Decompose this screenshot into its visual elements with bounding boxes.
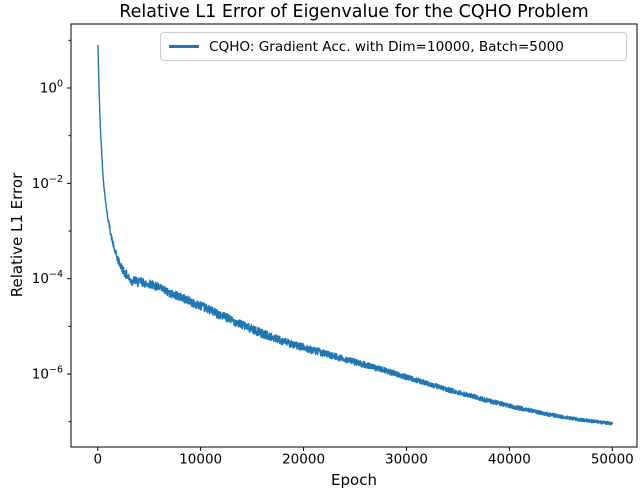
y-tick-label: 10−6 [32, 365, 63, 383]
y-tick-label: 100 [40, 79, 63, 97]
y-ticks: 100 10−2 10−4 10−6 [32, 39, 71, 423]
axes-frame [70, 23, 638, 448]
x-tick-label: 20000 [282, 452, 325, 468]
x-tick-label: 50000 [591, 452, 634, 468]
y-tick-label: 10−2 [32, 174, 63, 192]
x-tick-label: 40000 [488, 452, 531, 468]
x-axis-label: Epoch [331, 471, 377, 489]
legend-line-sample [169, 45, 199, 48]
legend-label: CQHO: Gradient Acc. with Dim=10000, Batc… [209, 38, 564, 55]
y-tick-label: 10−4 [32, 269, 63, 287]
chart-title: Relative L1 Error of Eigenvalue for the … [119, 2, 589, 22]
x-tick-label: 10000 [179, 452, 222, 468]
legend: CQHO: Gradient Acc. with Dim=10000, Batc… [160, 32, 627, 61]
x-ticks: 0 10000 20000 30000 40000 50000 [93, 447, 634, 468]
y-axis-label: Relative L1 Error [8, 172, 26, 298]
series-line [97, 44, 613, 426]
x-tick-label: 0 [93, 452, 102, 468]
x-tick-label: 30000 [385, 452, 428, 468]
